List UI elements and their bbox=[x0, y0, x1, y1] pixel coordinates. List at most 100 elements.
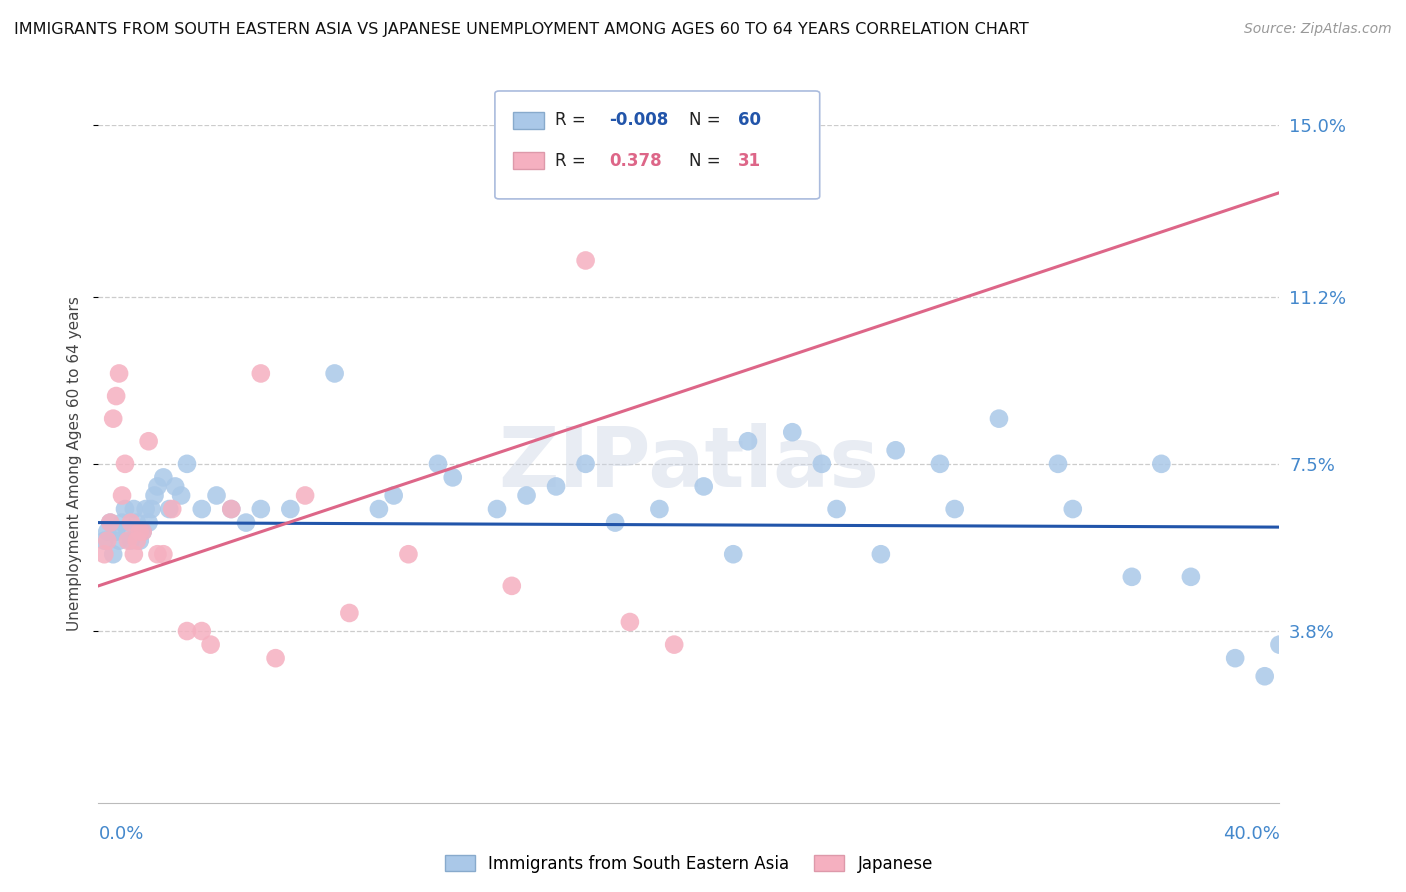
Point bbox=[114, 457, 136, 471]
Point bbox=[648, 502, 671, 516]
Point bbox=[368, 502, 391, 516]
Point bbox=[1150, 457, 1173, 471]
Point bbox=[157, 502, 180, 516]
Point bbox=[782, 425, 804, 440]
Point bbox=[128, 533, 150, 548]
Point bbox=[264, 651, 287, 665]
Point bbox=[103, 411, 125, 425]
Point bbox=[146, 547, 169, 561]
Point bbox=[943, 502, 966, 516]
Point bbox=[114, 502, 136, 516]
Point bbox=[516, 488, 538, 502]
Point bbox=[146, 479, 169, 493]
Point bbox=[93, 533, 115, 548]
Point bbox=[143, 488, 166, 502]
Point bbox=[486, 502, 509, 516]
Point bbox=[501, 579, 523, 593]
Text: -0.008: -0.008 bbox=[609, 112, 668, 129]
Point bbox=[103, 547, 125, 561]
Point bbox=[152, 470, 174, 484]
Point bbox=[427, 457, 450, 471]
Point bbox=[723, 547, 745, 561]
Point bbox=[105, 524, 128, 539]
Point bbox=[250, 502, 273, 516]
Point bbox=[96, 533, 118, 548]
Text: IMMIGRANTS FROM SOUTH EASTERN ASIA VS JAPANESE UNEMPLOYMENT AMONG AGES 60 TO 64 : IMMIGRANTS FROM SOUTH EASTERN ASIA VS JA… bbox=[14, 22, 1029, 37]
Point bbox=[98, 516, 121, 530]
Text: 0.0%: 0.0% bbox=[98, 825, 143, 843]
Point bbox=[176, 624, 198, 638]
Point bbox=[93, 547, 115, 561]
Text: ZIPatlas: ZIPatlas bbox=[499, 424, 879, 504]
Point bbox=[294, 488, 316, 502]
Point bbox=[825, 502, 848, 516]
Point bbox=[138, 434, 160, 449]
Text: N =: N = bbox=[689, 152, 725, 169]
Point bbox=[235, 516, 257, 530]
Point bbox=[737, 434, 759, 449]
Text: R =: R = bbox=[555, 152, 592, 169]
Text: Source: ZipAtlas.com: Source: ZipAtlas.com bbox=[1244, 22, 1392, 37]
Point bbox=[396, 547, 419, 561]
Point bbox=[928, 457, 950, 471]
Point bbox=[619, 615, 641, 629]
Point bbox=[132, 524, 155, 539]
Point bbox=[96, 524, 118, 539]
Point bbox=[98, 516, 121, 530]
Point bbox=[191, 502, 214, 516]
Point bbox=[125, 533, 148, 548]
Point bbox=[122, 502, 145, 516]
Point bbox=[987, 411, 1010, 425]
Point bbox=[574, 457, 596, 471]
Point bbox=[138, 516, 160, 530]
Point bbox=[105, 389, 128, 403]
Point bbox=[165, 479, 187, 493]
Point bbox=[1180, 570, 1202, 584]
Point bbox=[128, 524, 150, 539]
Point bbox=[693, 479, 716, 493]
Point bbox=[278, 502, 302, 516]
Point bbox=[122, 547, 145, 561]
Point bbox=[810, 457, 832, 471]
Text: 60: 60 bbox=[738, 112, 761, 129]
Text: 31: 31 bbox=[738, 152, 761, 169]
Point bbox=[108, 533, 131, 548]
Point bbox=[869, 547, 891, 561]
Point bbox=[884, 443, 907, 458]
Point bbox=[120, 533, 142, 548]
Point bbox=[141, 502, 163, 516]
Point bbox=[250, 367, 273, 381]
Point bbox=[323, 367, 346, 381]
Point bbox=[1046, 457, 1069, 471]
Point bbox=[125, 516, 148, 530]
Point bbox=[162, 502, 183, 516]
Point bbox=[1121, 570, 1143, 584]
Point bbox=[441, 470, 464, 484]
Y-axis label: Unemployment Among Ages 60 to 64 years: Unemployment Among Ages 60 to 64 years bbox=[67, 296, 83, 632]
Point bbox=[664, 638, 686, 652]
Point bbox=[170, 488, 193, 502]
Point bbox=[152, 547, 174, 561]
Point bbox=[221, 502, 243, 516]
Point bbox=[132, 524, 155, 539]
Point bbox=[605, 516, 627, 530]
Point bbox=[382, 488, 405, 502]
Point bbox=[339, 606, 360, 620]
Point bbox=[111, 488, 134, 502]
Text: 0.378: 0.378 bbox=[609, 152, 661, 169]
Point bbox=[221, 502, 243, 516]
Point bbox=[117, 533, 139, 548]
Text: N =: N = bbox=[689, 112, 725, 129]
Point bbox=[120, 516, 142, 530]
Point bbox=[1268, 638, 1291, 652]
Point bbox=[176, 457, 198, 471]
Point bbox=[135, 502, 157, 516]
Point bbox=[205, 488, 228, 502]
Point bbox=[546, 479, 568, 493]
Text: R =: R = bbox=[555, 112, 592, 129]
Point bbox=[200, 638, 222, 652]
Point bbox=[108, 367, 131, 381]
Point bbox=[111, 516, 134, 530]
Point bbox=[117, 524, 139, 539]
Point bbox=[1254, 669, 1277, 683]
